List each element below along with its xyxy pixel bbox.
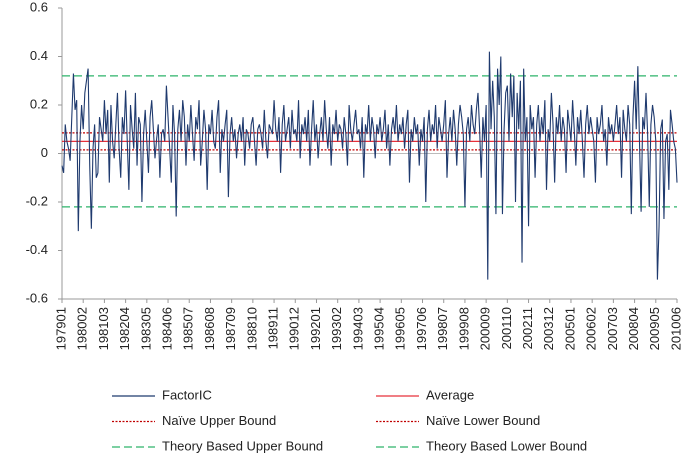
legend-label: Naïve Lower Bound <box>426 413 540 428</box>
x-tick-label: 198305 <box>138 307 153 350</box>
x-tick-label: 198002 <box>75 307 90 350</box>
x-tick-label: 199201 <box>308 307 323 350</box>
y-tick-label: 0.4 <box>30 48 48 63</box>
x-tick-label: 200804 <box>626 307 641 350</box>
x-tick-label: 200312 <box>541 307 556 350</box>
x-tick-label: 198103 <box>96 307 111 350</box>
x-tick-label: 199706 <box>414 307 429 350</box>
legend-item: FactorIC <box>112 387 212 402</box>
x-tick-label: 201006 <box>668 307 683 350</box>
y-tick-label: -0.4 <box>26 242 48 257</box>
x-tick-label: 200211 <box>520 307 535 349</box>
x-tick-label: 199807 <box>435 307 450 350</box>
x-tick-label: 198406 <box>159 307 174 350</box>
legend-item: Average <box>376 387 474 402</box>
y-tick-label: -0.6 <box>26 290 48 305</box>
x-tick-label: 198608 <box>202 307 217 350</box>
x-tick-label: 200905 <box>647 307 662 350</box>
legend-label: Average <box>426 387 474 402</box>
x-tick-label: 198204 <box>117 307 132 350</box>
x-tick-label: 200602 <box>584 307 599 350</box>
legend-item: Theory Based Lower Bound <box>376 438 587 453</box>
y-tick-label: 0.2 <box>30 96 48 111</box>
legend-label: Naïve Upper Bound <box>162 413 276 428</box>
x-tick-label: 199302 <box>329 307 344 350</box>
legend-item: Naïve Lower Bound <box>376 413 540 428</box>
x-tick-label: 198709 <box>223 307 238 350</box>
x-tick-label: 197901 <box>53 307 68 350</box>
x-tick-label: 199504 <box>372 307 387 350</box>
x-tick-label: 199605 <box>393 307 408 350</box>
x-tick-label: 198507 <box>181 307 196 350</box>
x-tick-label: 200501 <box>562 307 577 350</box>
x-tick-label: 200703 <box>605 307 620 350</box>
x-tick-label: 199012 <box>287 307 302 350</box>
legend-label: FactorIC <box>162 387 212 402</box>
x-tick-label: 198911 <box>266 307 281 349</box>
y-tick-label: -0.2 <box>26 193 48 208</box>
y-tick-label: 0 <box>41 145 48 160</box>
y-tick-label: 0.6 <box>30 0 48 14</box>
x-tick-label: 198810 <box>244 307 259 350</box>
x-tick-label: 200110 <box>499 307 514 349</box>
x-tick-label: 200009 <box>478 307 493 350</box>
legend-item: Naïve Upper Bound <box>112 413 276 428</box>
legend-label: Theory Based Lower Bound <box>426 438 587 453</box>
legend-label: Theory Based Upper Bound <box>162 438 323 453</box>
x-tick-label: 199908 <box>456 307 471 350</box>
data-line <box>61 51 678 280</box>
legend-item: Theory Based Upper Bound <box>112 438 323 453</box>
x-tick-label: 199403 <box>350 307 365 350</box>
